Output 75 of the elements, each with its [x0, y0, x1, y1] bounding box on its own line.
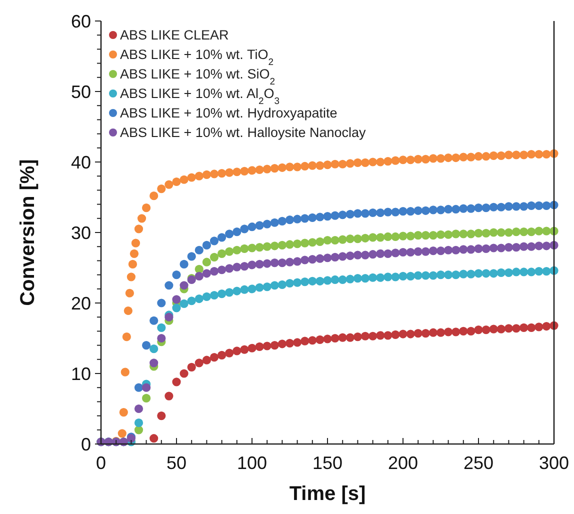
point — [482, 325, 490, 334]
point — [300, 336, 310, 346]
x-axis-title: Time [s] — [289, 483, 366, 505]
point — [474, 325, 483, 334]
y-tick-label: 10 — [70, 364, 91, 384]
y-tick-label: 30 — [70, 222, 91, 243]
point — [180, 369, 188, 378]
point — [459, 326, 468, 336]
point — [534, 322, 544, 332]
point — [187, 362, 196, 372]
y-axis-title: Conversion [%] — [17, 159, 39, 306]
point — [210, 352, 219, 362]
point — [360, 332, 370, 340]
point — [376, 331, 385, 340]
point — [444, 328, 453, 336]
x-tick-label: 200 — [388, 453, 418, 473]
point — [527, 323, 536, 332]
point — [157, 412, 166, 420]
point — [323, 334, 332, 344]
point — [353, 332, 362, 342]
point — [504, 324, 513, 333]
legend-label: ABS LIKE + 10% wt. TiO$_{2}$ — [120, 47, 274, 68]
point — [414, 329, 422, 338]
y-tick-label: 40 — [70, 152, 91, 172]
point — [278, 340, 286, 348]
x-tick-label: 100 — [236, 453, 268, 473]
x-tick-label: 0 — [96, 453, 106, 473]
point — [428, 328, 438, 337]
point — [164, 392, 174, 400]
point — [346, 333, 354, 342]
point — [384, 331, 392, 340]
point — [308, 336, 317, 345]
point — [172, 378, 181, 386]
point — [202, 356, 211, 364]
legend-label: ABS LIKE + 10% wt. SiO$_{2}$ — [120, 66, 275, 88]
x-tick-label: 300 — [538, 453, 570, 473]
point — [240, 345, 249, 354]
point — [542, 322, 551, 331]
point — [285, 338, 294, 348]
point — [398, 330, 408, 338]
point — [248, 344, 256, 352]
point — [293, 338, 302, 347]
x-tick-label: 50 — [166, 453, 187, 473]
legend-label: ABS LIKE CLEAR — [120, 28, 230, 43]
point — [406, 330, 415, 338]
legend-label: ABS LIKE + 10% wt. Halloysite Nanoclay — [120, 125, 366, 140]
point — [338, 333, 347, 342]
point — [262, 342, 272, 350]
point — [489, 324, 498, 334]
point — [391, 330, 400, 340]
point — [255, 342, 264, 352]
legend-label: ABS LIKE + 10% wt. Hydroxyapatite — [120, 106, 338, 121]
point — [232, 346, 242, 356]
point — [436, 328, 446, 337]
point — [316, 335, 324, 344]
point — [270, 341, 279, 350]
point — [520, 323, 528, 332]
point — [421, 329, 430, 338]
point — [225, 348, 234, 358]
point — [218, 350, 226, 360]
legend-label: ABS LIKE + 10% wt. Al$_{2}$O$_{3}$ — [120, 86, 280, 107]
point — [452, 328, 460, 336]
y-tick-label: 60 — [70, 11, 91, 32]
point — [512, 324, 521, 333]
point — [150, 434, 158, 443]
x-tick-label: 250 — [463, 453, 494, 473]
point — [496, 324, 506, 334]
point — [194, 358, 204, 368]
point — [368, 332, 378, 340]
y-tick-label: 0 — [80, 434, 91, 454]
point — [466, 326, 476, 336]
y-tick-label: 50 — [70, 82, 91, 102]
x-tick-label: 150 — [312, 453, 343, 473]
y-tick-label: 20 — [70, 293, 91, 314]
point — [330, 334, 340, 343]
